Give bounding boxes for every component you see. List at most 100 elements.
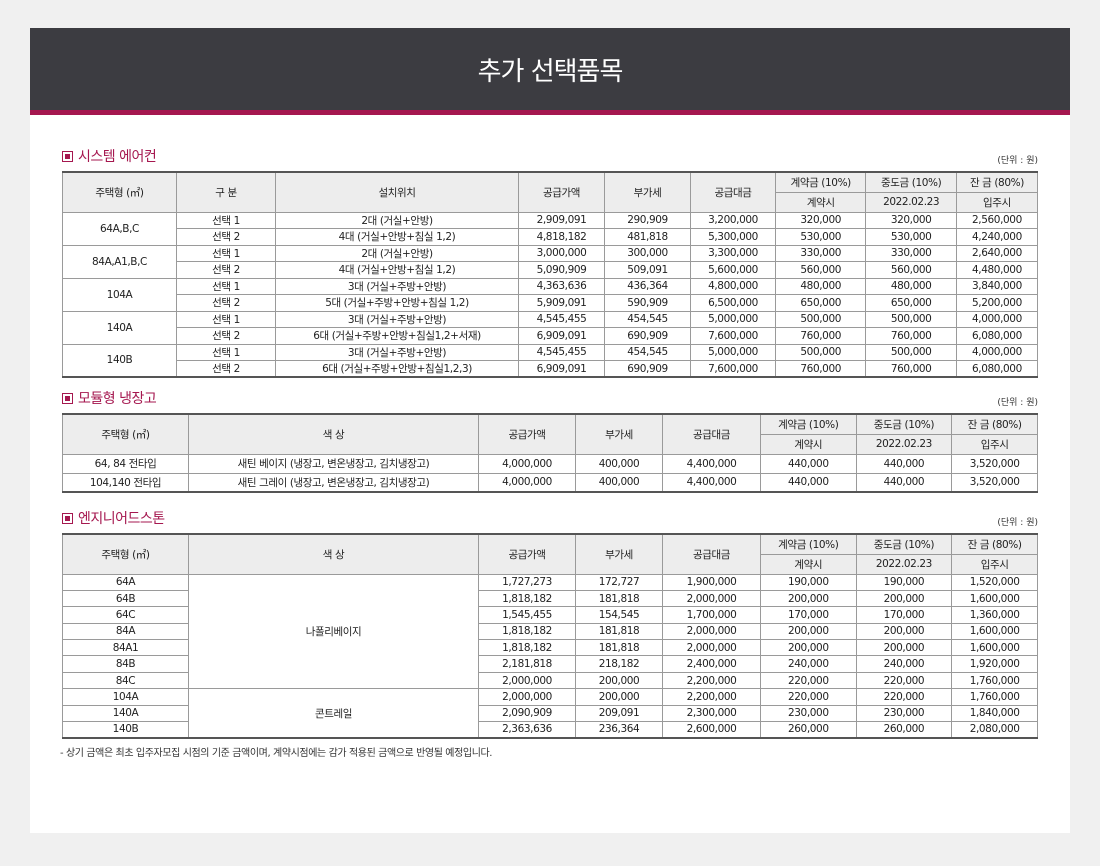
- balance-cell: 4,000,000: [955, 343, 1039, 361]
- deposit-cell: 440,000: [760, 453, 857, 474]
- header-mid-when: 2022.02.23: [855, 553, 953, 575]
- header-balance-when: 입주시: [955, 191, 1039, 213]
- section-title: 엔지니어드스톤: [78, 511, 165, 527]
- location-cell: 2대 (거실+안방): [275, 211, 519, 229]
- header-mid: 중도금 (10%): [865, 171, 957, 193]
- vat-cell: 181,818: [575, 639, 663, 657]
- deposit-cell: 480,000: [774, 277, 867, 295]
- supply-cell: 3,000,000: [518, 244, 605, 262]
- mid-cell: 650,000: [865, 294, 957, 312]
- table-row: 140A 선택 1 3대 (거실+주방+안방) 4,545,455 454,545 5,0…: [62, 310, 1039, 345]
- supply-cell: 1,818,182: [478, 639, 576, 657]
- header-supply: 공급가액: [478, 533, 576, 575]
- balance-cell: 1,600,000: [951, 639, 1038, 657]
- deposit-cell: 560,000: [774, 261, 867, 279]
- deposit-cell: 760,000: [774, 360, 867, 378]
- balance-cell: 2,640,000: [955, 244, 1039, 262]
- table-row: 64A 나폴리베이지 1,727,273 172,727 1,900,000 190,00…: [62, 573, 1038, 690]
- balance-cell: 1,760,000: [951, 671, 1038, 690]
- type-cell: 104A: [62, 277, 177, 312]
- option-cell: 선택 2: [176, 228, 276, 246]
- color-cell: 콘트레일: [188, 688, 479, 739]
- total-cell: 3,200,000: [690, 211, 776, 229]
- balance-cell: 4,480,000: [955, 261, 1039, 279]
- vat-cell: 436,364: [604, 277, 691, 295]
- location-cell: 4대 (거실+안방+침실 1,2): [275, 228, 519, 246]
- total-cell: 2,300,000: [662, 704, 761, 723]
- table-row: 선택 2 4대 (거실+안방+침실 1,2) 5,090,909 509,091 5,6…: [63, 261, 1039, 279]
- deposit-cell: 170,000: [760, 606, 857, 624]
- balance-cell: 1,600,000: [951, 589, 1038, 608]
- balance-cell: 3,520,000: [951, 453, 1038, 474]
- unit-label: (단위 : 원): [997, 518, 1038, 528]
- header-color: 색 상: [188, 533, 479, 575]
- vat-cell: 300,000: [604, 244, 691, 262]
- vat-cell: 400,000: [575, 453, 663, 474]
- fridge-table: 주택형 (㎡) 색 상 공급가액 부가세 공급대금 계약금 (10%) 중도금 (10%) 잔…: [62, 413, 1038, 493]
- header-deposit-when: 계약시: [760, 433, 857, 455]
- table-row: 64, 84 전타입 새틴 베이지 (냉장고, 변온냉장고, 김치냉장고) 4,00…: [62, 453, 1038, 474]
- balance-cell: 3,520,000: [951, 472, 1038, 493]
- table-row: 84A1 1,818,182 181,818 2,000,000 200,000 200,…: [62, 639, 1038, 657]
- balance-cell: 1,920,000: [951, 655, 1038, 673]
- vat-cell: 181,818: [575, 589, 663, 608]
- option-cell: 선택 1: [176, 244, 276, 262]
- header-mid: 중도금 (10%): [855, 413, 953, 435]
- location-cell: 3대 (거실+주방+안방): [275, 277, 519, 295]
- type-cell: 104,140 전타입: [62, 472, 189, 493]
- table-row: 선택 2 4대 (거실+안방+침실 1,2) 4,818,182 481,818 5,3…: [63, 228, 1039, 246]
- balance-cell: 4,240,000: [955, 228, 1039, 246]
- header-total: 공급대금: [690, 171, 776, 213]
- type-cell: 64C: [62, 606, 189, 624]
- header-supply: 공급가액: [518, 171, 605, 213]
- total-cell: 3,300,000: [690, 244, 776, 262]
- table-row: 104A 선택 1 3대 (거실+주방+안방) 4,363,636 436,364 4,8…: [62, 277, 1039, 312]
- supply-cell: 4,000,000: [478, 472, 576, 493]
- total-cell: 2,200,000: [662, 688, 761, 706]
- vat-cell: 154,545: [575, 606, 663, 624]
- location-cell: 2대 (거실+안방): [275, 244, 519, 262]
- vat-cell: 218,182: [575, 655, 663, 673]
- mid-cell: 240,000: [855, 655, 953, 673]
- total-cell: 2,600,000: [662, 721, 761, 739]
- color-cell: 새틴 베이지 (냉장고, 변온냉장고, 김치냉장고): [188, 453, 479, 474]
- balance-cell: 3,840,000: [955, 277, 1039, 295]
- total-cell: 4,400,000: [662, 472, 761, 493]
- header-mid-when: 2022.02.23: [855, 433, 953, 455]
- header-option: 구 분: [176, 171, 276, 213]
- mid-cell: 530,000: [865, 228, 957, 246]
- deposit-cell: 220,000: [760, 671, 857, 690]
- section-aircon: 시스템 에어컨 (단위 : 원) 주택형 (㎡) 구 분 설치위치 공급가액 부가세 공급…: [62, 147, 1039, 378]
- unit-label: (단위 : 원): [997, 398, 1038, 408]
- unit-label: (단위 : 원): [997, 156, 1038, 166]
- header-balance-when: 입주시: [951, 433, 1038, 455]
- type-cell: 64B: [62, 589, 189, 608]
- header-type: 주택형 (㎡): [62, 171, 177, 213]
- vat-cell: 400,000: [575, 472, 663, 493]
- table-row: 선택 2 6대 (거실+주방+안방+침실1,2,3) 6,909,091 690,90…: [63, 360, 1039, 378]
- balance-cell: 1,600,000: [951, 622, 1038, 641]
- price-sheet: 추가 선택품목 시스템 에어컨 (단위 : 원) 주택형 (㎡) 구 분 설치위치 공…: [30, 28, 1070, 833]
- total-cell: 6,500,000: [690, 294, 776, 312]
- type-cell: 84C: [62, 671, 189, 690]
- type-cell: 64A: [62, 573, 189, 591]
- mid-cell: 260,000: [855, 721, 953, 739]
- vat-cell: 290,909: [604, 211, 691, 229]
- mid-cell: 480,000: [865, 277, 957, 295]
- header-supply: 공급가액: [478, 413, 576, 455]
- vat-cell: 209,091: [575, 704, 663, 723]
- vat-cell: 181,818: [575, 622, 663, 641]
- section-title: 시스템 에어컨: [78, 149, 157, 165]
- header-mid: 중도금 (10%): [855, 533, 953, 555]
- vat-cell: 454,545: [604, 310, 691, 328]
- total-cell: 1,900,000: [662, 573, 761, 591]
- location-cell: 3대 (거실+주방+안방): [275, 310, 519, 328]
- balance-cell: 6,080,000: [955, 360, 1039, 378]
- deposit-cell: 530,000: [774, 228, 867, 246]
- type-cell: 64A,B,C: [62, 211, 177, 246]
- supply-cell: 2,363,636: [478, 721, 576, 739]
- mid-cell: 200,000: [855, 639, 953, 657]
- type-cell: 140A: [62, 310, 177, 345]
- total-cell: 4,800,000: [690, 277, 776, 295]
- header-balance: 잔 금 (80%): [951, 533, 1038, 555]
